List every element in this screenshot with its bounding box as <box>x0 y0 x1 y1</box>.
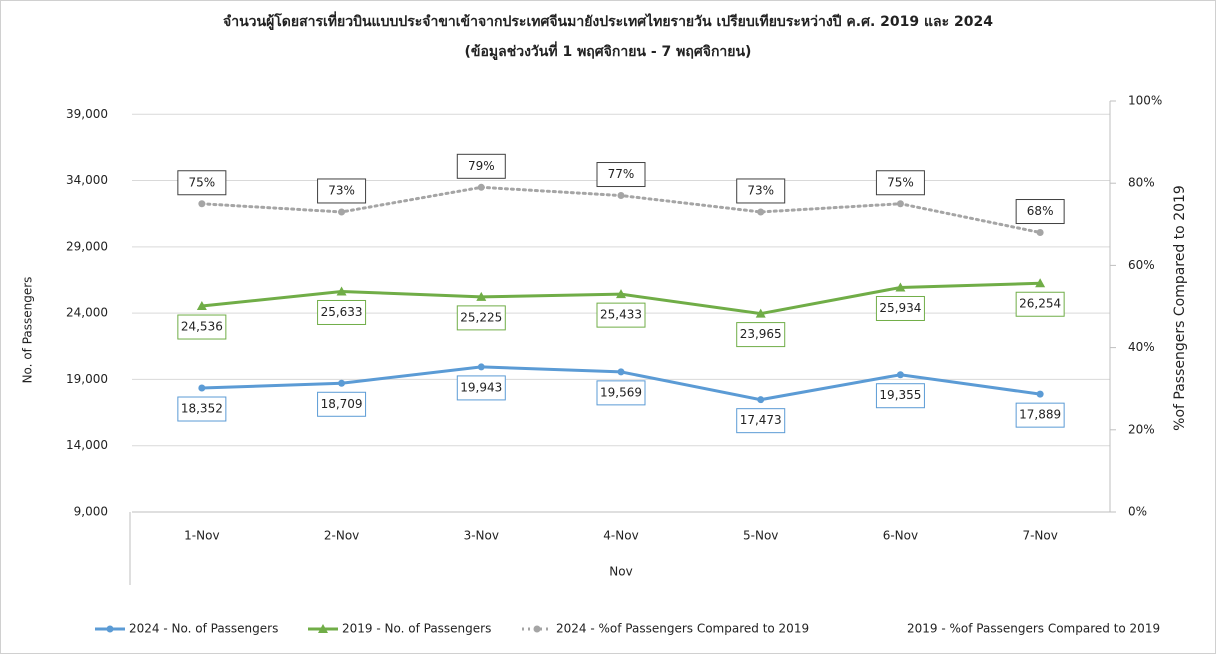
value-label-box <box>1015 199 1065 225</box>
value-label-box <box>596 162 646 188</box>
point <box>757 396 765 404</box>
value-label: 17,473 <box>740 413 782 427</box>
value-label-box <box>317 178 367 204</box>
point <box>338 379 346 387</box>
y-tick-label: 39,000 <box>66 107 108 121</box>
chart-subtitle: (ข้อมูลช่วงวันที่ 1 พฤศจิกายน - 7 พฤศจิก… <box>465 41 752 60</box>
y2-tick-label: 60% <box>1128 258 1155 272</box>
x-tick-label: 4-Nov <box>603 529 638 543</box>
value-label-box <box>1015 291 1065 317</box>
y2-tick-label: 80% <box>1128 176 1155 190</box>
value-label: 79% <box>468 159 495 173</box>
point <box>196 301 207 311</box>
value-label: 73% <box>328 183 355 197</box>
value-label: 25,633 <box>321 305 363 319</box>
value-label-box <box>456 153 506 179</box>
value-label-box <box>736 408 786 434</box>
value-label: 25,433 <box>600 308 642 322</box>
x-tick-label: 5-Nov <box>743 529 778 543</box>
point <box>338 208 346 216</box>
point <box>477 183 485 191</box>
value-label-box <box>596 380 646 406</box>
y2-tick-label: 20% <box>1128 422 1155 436</box>
value-label: 23,965 <box>740 327 782 341</box>
point <box>895 282 906 292</box>
point <box>477 363 485 371</box>
value-label-box <box>736 178 786 204</box>
point <box>476 291 487 301</box>
point <box>757 208 765 216</box>
legend-marker <box>533 625 541 633</box>
y-tick-label: 34,000 <box>66 173 108 187</box>
y2-tick-label: 40% <box>1128 340 1155 354</box>
x-tick-label: 2-Nov <box>324 529 359 543</box>
y-tick-label: 19,000 <box>66 372 108 386</box>
legend-marker <box>106 625 114 633</box>
value-label-box <box>736 322 786 348</box>
legend-label: 2024 - No. of Passengers <box>129 622 278 636</box>
y-tick-label: 14,000 <box>66 438 108 452</box>
point <box>617 368 625 376</box>
value-label: 68% <box>1027 204 1054 218</box>
value-label-box <box>177 314 227 340</box>
value-label-box <box>456 375 506 401</box>
value-label: 18,352 <box>181 402 223 416</box>
point <box>198 200 206 208</box>
y-tick-label: 24,000 <box>66 306 108 320</box>
value-label: 19,355 <box>879 388 921 402</box>
x-tick-label: 1-Nov <box>184 529 219 543</box>
point <box>896 200 904 208</box>
value-label: 18,709 <box>321 397 363 411</box>
value-label: 73% <box>747 183 774 197</box>
point <box>755 308 766 318</box>
value-label-box <box>875 295 925 321</box>
value-label-box <box>317 299 367 325</box>
y2-axis-label: %of Passengers Compared to 2019 <box>1172 185 1188 431</box>
point <box>616 289 626 299</box>
legend-label: 2024 - %of Passengers Compared to 2019 <box>556 622 809 636</box>
point <box>336 286 347 296</box>
value-label: 25,225 <box>460 310 502 324</box>
value-label: 26,254 <box>1019 297 1061 311</box>
value-label: 75% <box>887 175 914 189</box>
x-tick-label: 7-Nov <box>1022 529 1057 543</box>
y-tick-label: 9,000 <box>74 505 108 519</box>
point <box>1036 229 1044 237</box>
y2-tick-label: 100% <box>1128 94 1162 108</box>
value-label: 19,943 <box>460 380 502 394</box>
y2-tick-label: 0% <box>1128 505 1147 519</box>
point <box>617 192 625 200</box>
point <box>896 371 904 379</box>
point <box>198 384 206 392</box>
y-tick-label: 29,000 <box>66 239 108 253</box>
x-tick-label: 6-Nov <box>883 529 918 543</box>
value-label: 17,889 <box>1019 408 1061 422</box>
value-label-box <box>1015 402 1065 428</box>
value-label-box <box>177 170 227 196</box>
point <box>1036 390 1044 398</box>
value-label: 75% <box>189 175 216 189</box>
legend-label: 2019 - %of Passengers Compared to 2019 <box>907 622 1160 636</box>
value-label: 24,536 <box>181 320 223 334</box>
value-label: 25,934 <box>879 301 921 315</box>
legend-label: 2019 - No. of Passengers <box>342 622 491 636</box>
y-axis-label: No. of Passengers <box>21 277 35 384</box>
value-label: 77% <box>608 167 635 181</box>
x-axis-label: Nov <box>609 565 632 579</box>
value-label-box <box>596 302 646 328</box>
value-label: 19,569 <box>600 385 642 399</box>
value-label-box <box>177 396 227 422</box>
value-label-box <box>456 305 506 331</box>
value-label-box <box>317 391 367 417</box>
chart-title: จำนวนผู้โดยสารเที่ยวบินแบบประจำขาเข้าจาก… <box>223 11 993 30</box>
legend-marker <box>318 624 328 633</box>
value-label-box <box>875 170 925 196</box>
point <box>1035 278 1046 288</box>
value-label-box <box>875 383 925 409</box>
x-tick-label: 3-Nov <box>464 529 499 543</box>
